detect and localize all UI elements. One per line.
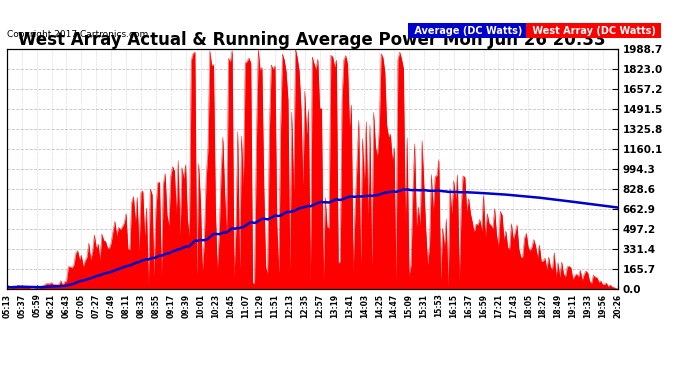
Text: Average (DC Watts): Average (DC Watts) xyxy=(411,26,525,36)
Title: West Array Actual & Running Average Power Mon Jun 26 20:33: West Array Actual & Running Average Powe… xyxy=(19,31,606,49)
Text: Copyright 2017 Cartronics.com: Copyright 2017 Cartronics.com xyxy=(7,30,148,39)
Text: West Array (DC Watts): West Array (DC Watts) xyxy=(529,26,659,36)
